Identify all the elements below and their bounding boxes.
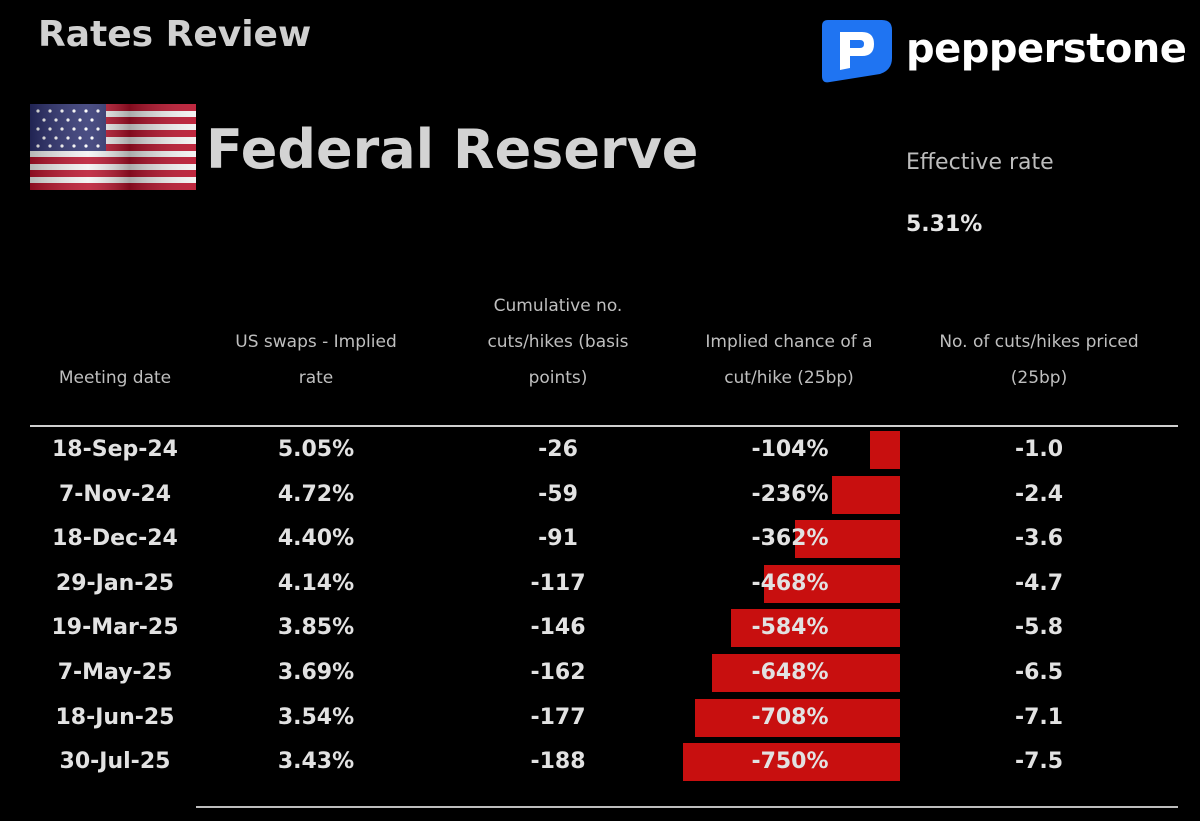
brand-logo: pepperstone	[816, 18, 1187, 84]
meeting-date-cell: 18-Jun-25	[55, 704, 175, 730]
meeting-date-cell: 29-Jan-25	[55, 570, 175, 596]
implied-chance-label: -236%	[751, 481, 829, 507]
effective-rate-label: Effective rate	[906, 150, 1054, 175]
us-flag-icon	[30, 104, 196, 190]
cuts-priced-cell: -6.5	[1014, 660, 1064, 685]
table-row: 7-Nov-24 4.72% -59 -236% -2.4	[0, 473, 1200, 517]
cuts-priced-cell: -7.1	[1014, 704, 1064, 730]
column-header-cuts-priced: No. of cuts/hikes priced (25bp)	[900, 286, 1178, 396]
cuts-priced-cell: -3.6	[1014, 526, 1064, 552]
table-divider-bottom	[196, 806, 1178, 808]
implied-chance-label: -104%	[751, 437, 829, 462]
implied-chance-bar	[869, 431, 900, 469]
pepperstone-p-icon	[822, 20, 892, 83]
cumulative-bp-cell: -188	[530, 749, 586, 775]
column-header-line: US swaps - Implied	[235, 332, 397, 352]
table-row: 18-Sep-24 5.05% -26 -104% -1.0	[0, 428, 1200, 472]
implied-chance-label: -750%	[751, 749, 829, 775]
column-header-line: Cumulative no.	[493, 296, 623, 316]
implied-chance-bar	[712, 654, 900, 692]
effective-rate-value: 5.31%	[906, 212, 983, 237]
column-header-line: points)	[528, 368, 588, 388]
central-bank-name: Federal Reserve	[206, 118, 699, 181]
cuts-priced-cell: -7.5	[1014, 749, 1064, 775]
meeting-date-cell: 30-Jul-25	[59, 749, 171, 775]
implied-chance-bar	[795, 520, 900, 559]
column-header-meeting-date: Meeting date	[30, 286, 200, 396]
cumulative-bp-cell: -146	[530, 615, 586, 641]
table-row: 29-Jan-25 4.14% -117 -468% -4.7	[0, 562, 1200, 606]
brand-name: pepperstone	[906, 26, 1187, 72]
table-row: 18-Dec-24 4.40% -91 -362% -3.6	[0, 517, 1200, 561]
implied-rate-cell: 5.05%	[277, 437, 355, 462]
implied-rate-cell: 4.72%	[277, 481, 355, 507]
cumulative-bp-cell: -177	[530, 704, 586, 730]
implied-chance-label: -584%	[751, 615, 829, 641]
implied-rate-cell: 3.54%	[277, 704, 355, 730]
implied-chance-bar	[764, 564, 900, 603]
table-row: 7-May-25 3.69% -162 -648% -6.5	[0, 651, 1200, 695]
implied-rate-cell: 3.69%	[277, 660, 355, 685]
cumulative-bp-cell: -117	[530, 570, 586, 596]
cumulative-bp-cell: -26	[538, 437, 578, 462]
rate-table-body: 18-Sep-24 5.05% -26 -104% -1.0 7-Nov-24 4.72% -…	[0, 428, 1200, 788]
column-header-line: Meeting date	[58, 368, 172, 388]
table-row: 30-Jul-25 3.43% -188 -750% -7.5	[0, 740, 1200, 784]
cuts-priced-cell: -1.0	[1014, 437, 1064, 462]
table-divider-top	[30, 425, 1178, 427]
column-header-line: (25bp)	[1010, 368, 1068, 388]
cumulative-bp-cell: -162	[530, 660, 586, 685]
column-header-line: No. of cuts/hikes priced	[939, 332, 1139, 352]
implied-rate-cell: 4.14%	[277, 570, 355, 596]
implied-rate-cell: 3.85%	[277, 615, 355, 641]
meeting-date-cell: 18-Dec-24	[52, 526, 178, 552]
cumulative-bp-cell: -59	[538, 481, 578, 507]
implied-rate-cell: 4.40%	[277, 526, 355, 552]
implied-chance-label: -648%	[751, 660, 829, 685]
column-header-line: cut/hike (25bp)	[724, 368, 854, 388]
meeting-date-cell: 18-Sep-24	[51, 437, 178, 462]
cumulative-bp-cell: -91	[538, 526, 578, 552]
implied-chance-label: -362%	[751, 526, 829, 552]
column-header-cumulative-bp: Cumulative no. cuts/hikes (basis points)	[440, 286, 676, 396]
column-header-line: Implied chance of a	[705, 332, 873, 352]
meeting-date-cell: 19-Mar-25	[51, 615, 179, 641]
implied-chance-bar	[730, 609, 900, 648]
column-header-line: cuts/hikes (basis	[487, 332, 629, 352]
page-title: Rates Review	[38, 14, 312, 55]
cuts-priced-cell: -4.7	[1014, 570, 1064, 596]
implied-chance-bar	[682, 743, 900, 782]
column-header-line: rate	[298, 368, 334, 388]
implied-chance-bar	[694, 698, 900, 737]
cuts-priced-cell: -2.4	[1014, 481, 1064, 507]
cuts-priced-cell: -5.8	[1014, 615, 1064, 641]
table-row: 18-Jun-25 3.54% -177 -708% -7.1	[0, 696, 1200, 740]
implied-chance-label: -708%	[751, 704, 829, 730]
implied-rate-cell: 3.43%	[277, 749, 355, 775]
implied-chance-label: -468%	[751, 570, 829, 596]
implied-chance-bar	[831, 475, 900, 514]
column-header-implied-chance: Implied chance of a cut/hike (25bp)	[680, 286, 898, 396]
column-header-implied-rate: US swaps - Implied rate	[200, 286, 432, 396]
meeting-date-cell: 7-Nov-24	[58, 481, 172, 507]
meeting-date-cell: 7-May-25	[57, 660, 173, 685]
table-row: 19-Mar-25 3.85% -146 -584% -5.8	[0, 606, 1200, 650]
